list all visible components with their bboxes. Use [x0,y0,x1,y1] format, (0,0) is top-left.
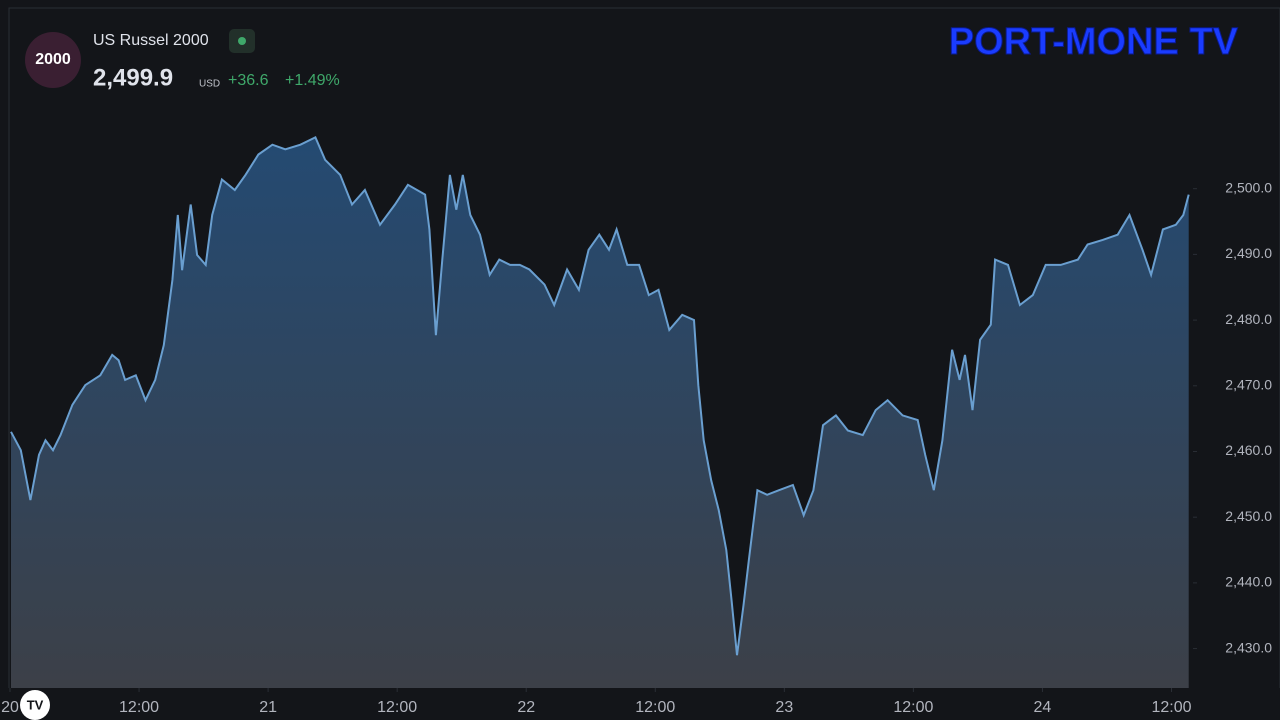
watermark: PORT-MONE TV [949,21,1239,63]
change-pct: +1.49% [285,72,340,89]
x-tick-label: 12:00 [893,699,933,716]
y-tick-label: 2,440.0 [1225,574,1272,590]
y-tick-label: 2,480.0 [1225,311,1272,327]
x-tick-label: 23 [775,699,793,716]
x-tick-label: 24 [1034,699,1052,716]
currency: USD [199,79,220,90]
symbol: US Russel 2000 [93,32,209,49]
tv-logo-text: TV [27,697,44,712]
y-tick-label: 2,460.0 [1225,442,1272,458]
x-tick-label: 21 [259,699,277,716]
logo-circle [25,32,81,88]
logo-text: 2000 [35,51,71,68]
x-tick-label: 20 [1,699,19,716]
frame [8,7,1280,720]
price: 2,499.9 [93,64,173,91]
x-tick-label: 12:00 [377,699,417,716]
x-axis-band [0,688,1280,720]
y-tick-label: 2,450.0 [1225,508,1272,524]
y-tick-label: 2,430.0 [1225,639,1272,655]
x-tick-label: 12:00 [635,699,675,716]
y-tick-label: 2,490.0 [1225,245,1272,261]
y-tick-label: 2,470.0 [1225,376,1272,392]
area-fill [11,137,1189,688]
x-tick-label: 12:00 [1151,699,1191,716]
tv-logo [20,690,50,720]
x-tick-label: 22 [517,699,535,716]
plot-area [10,136,1190,688]
y-tick-label: 2,500.0 [1225,179,1272,195]
x-tick-label: 12:00 [119,699,159,716]
status-dot [238,37,246,45]
price-line [10,136,1190,656]
change: +36.6 [228,72,269,89]
